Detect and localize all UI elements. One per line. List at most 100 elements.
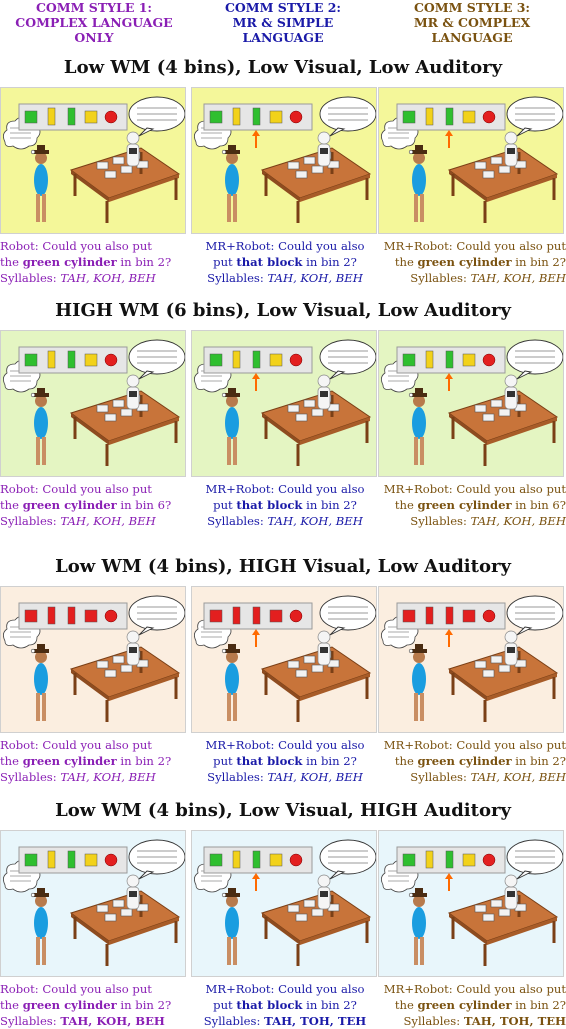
caption-referent: that block — [236, 498, 303, 512]
caption-utterance: MR+Robot: Could you also — [205, 982, 365, 996]
robot-tablet — [129, 148, 137, 154]
cylinder-block — [445, 350, 454, 369]
thought-dot — [221, 392, 227, 398]
scene-illustration — [379, 587, 563, 732]
syllables-label: Syllables: — [410, 271, 471, 285]
syllables-value: TAH, KOH, BEH — [267, 514, 363, 528]
table-leg — [174, 421, 178, 443]
cylinder-block — [47, 850, 56, 869]
caption-utterance-cont: the green cylinder in bin 2? — [375, 997, 566, 1013]
card — [303, 655, 316, 664]
caption-syllables: Syllables: TAH, KOH, BEH — [0, 769, 188, 785]
scene-illustration — [1, 88, 185, 233]
ball-block — [482, 110, 496, 124]
header-line: MR & SIMPLE — [232, 15, 334, 30]
scene-panel-style-2 — [191, 586, 377, 733]
table-edge — [262, 413, 300, 445]
cylinder-block — [425, 850, 434, 869]
condition-row-title: Low WM (4 bins), Low Visual, HIGH Audito… — [55, 800, 511, 821]
human-torso — [34, 663, 48, 695]
hat-crown — [37, 388, 45, 395]
card — [295, 413, 308, 422]
hat-crown — [228, 145, 236, 152]
human-torso — [412, 407, 426, 439]
speech-tail — [138, 626, 155, 636]
robot-body — [504, 886, 518, 910]
table-leg — [174, 178, 178, 200]
scene-panel-style-1 — [0, 87, 186, 234]
human-leg — [36, 693, 40, 721]
ball-block — [104, 853, 118, 867]
caption-text: in bin 2? — [511, 754, 566, 768]
human-leg — [420, 693, 424, 721]
table-leg — [296, 201, 300, 223]
table-edge — [300, 917, 370, 945]
ball-block — [482, 609, 496, 623]
syllables-value: TAH, TOH, TEH — [264, 1014, 367, 1028]
cube-block — [462, 110, 476, 124]
table-leg — [73, 917, 77, 939]
human-head — [35, 395, 47, 407]
cube-block — [84, 353, 98, 367]
table-leg — [483, 944, 487, 966]
card — [474, 660, 487, 669]
robot-tablet — [129, 891, 137, 897]
caption: MR+Robot: Could you also put that block i… — [191, 481, 379, 529]
table-edge — [71, 170, 109, 202]
scene-panel-style-3 — [378, 330, 564, 477]
cylinder-block — [252, 107, 261, 126]
cube-block — [209, 353, 223, 367]
card — [482, 170, 495, 179]
hat-crown — [37, 145, 45, 152]
caption: Robot: Could you also put the green cylin… — [0, 981, 188, 1029]
robot-tablet — [320, 647, 328, 653]
thought-dot — [408, 648, 414, 654]
syllables-label: Syllables: — [0, 1014, 61, 1028]
hat-crown — [415, 145, 423, 152]
human-head — [413, 651, 425, 663]
card — [120, 664, 133, 673]
table-leg — [174, 677, 178, 699]
speech-tail — [329, 626, 346, 636]
card — [112, 399, 125, 408]
ball-block — [289, 110, 303, 124]
table-edge — [449, 170, 487, 202]
human-head — [413, 395, 425, 407]
thought-dot — [408, 149, 414, 155]
card — [490, 655, 503, 664]
card — [287, 660, 300, 669]
table-edge — [449, 913, 487, 945]
human-head — [35, 152, 47, 164]
caption-text: the — [394, 998, 418, 1012]
syllables-label: Syllables: — [0, 514, 61, 528]
human-torso — [225, 907, 239, 939]
syllables-value: TAH, KOH, BEH — [470, 271, 566, 285]
robot-head — [504, 131, 518, 145]
comm-style-3-header: COMM STYLE 3: MR & COMPLEX LANGUAGE — [378, 0, 566, 45]
table-leg — [483, 700, 487, 722]
human-leg — [227, 437, 231, 465]
table-edge — [487, 174, 557, 202]
syllables-label: Syllables: — [0, 770, 61, 784]
robot-body — [317, 386, 331, 410]
robot-head — [317, 131, 331, 145]
table-edge — [109, 673, 179, 701]
robot-head — [126, 374, 140, 388]
caption-text: put — [213, 498, 237, 512]
table-leg — [552, 921, 556, 943]
arrow-head — [252, 373, 260, 379]
card — [295, 170, 308, 179]
hat-crown — [415, 388, 423, 395]
speech-tail — [138, 127, 155, 137]
caption-referent: green cylinder — [22, 754, 117, 768]
caption-text: in bin 2? — [116, 998, 172, 1012]
human-leg — [42, 937, 46, 965]
header-line: COMM STYLE 2: — [224, 0, 342, 15]
header-line: COMPLEX LANGUAGE — [15, 15, 173, 30]
card — [96, 161, 109, 170]
human-head — [35, 651, 47, 663]
human-torso — [412, 164, 426, 196]
cube-block — [462, 353, 476, 367]
robot-body — [126, 143, 140, 167]
table-leg — [105, 700, 109, 722]
